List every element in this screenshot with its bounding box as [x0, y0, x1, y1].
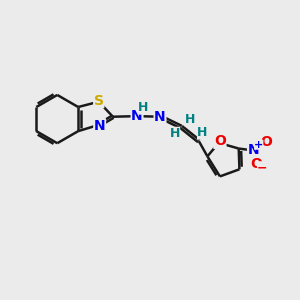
Text: N: N: [248, 143, 259, 157]
Text: H: H: [185, 113, 195, 126]
Text: N: N: [131, 109, 143, 123]
Text: S: S: [94, 94, 104, 107]
Text: O: O: [250, 157, 262, 171]
Text: N: N: [94, 119, 106, 133]
Text: O: O: [260, 135, 272, 149]
Text: −: −: [257, 161, 268, 174]
Text: N: N: [154, 110, 166, 124]
Text: H: H: [197, 126, 208, 140]
Text: H: H: [169, 127, 180, 140]
Text: O: O: [214, 134, 226, 148]
Text: H: H: [138, 101, 149, 114]
Text: +: +: [254, 140, 263, 150]
